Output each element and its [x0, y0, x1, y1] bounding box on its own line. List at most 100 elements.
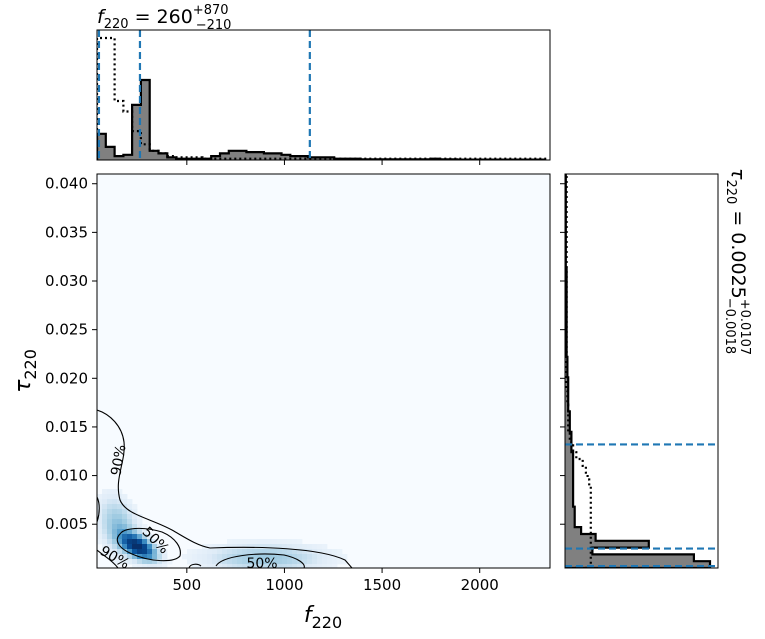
density-cell [317, 554, 323, 560]
contour-label: 90% [108, 443, 129, 476]
f220-marginal-frame [96, 29, 551, 161]
x-tick-label: 500 [172, 576, 201, 594]
density-cell [102, 529, 108, 535]
x-tick-label: 1000 [265, 576, 303, 594]
density-cell [132, 509, 138, 515]
f220-prior-histogram [97, 36, 547, 160]
density-cell [197, 554, 203, 560]
y-axis-label: τ220 [11, 349, 40, 393]
density-cell [242, 544, 248, 550]
density-cell [277, 539, 283, 545]
density-cell [302, 559, 308, 565]
density-cell [237, 549, 243, 555]
density-cell [212, 549, 218, 555]
density-cell [267, 549, 273, 555]
tau220-marginal-panel: τ220 = 0.0025+0.0107−0.0018 [560, 168, 752, 569]
f220-histogram-fill [97, 80, 546, 160]
density-cell [297, 544, 303, 550]
density-cell [112, 539, 118, 545]
density-cell [262, 564, 268, 568]
density-cell [327, 559, 333, 565]
density-cell [117, 534, 123, 540]
density-cell [237, 564, 243, 568]
density-cell [157, 559, 163, 565]
density-cell [142, 564, 148, 568]
density-cell [102, 544, 108, 550]
contour-90-left [97, 496, 100, 523]
x-tick-label: 2000 [461, 576, 499, 594]
density-cell [157, 549, 163, 555]
density-cell [117, 489, 123, 495]
density-cell [292, 564, 298, 568]
density-cell [272, 554, 278, 560]
density-cell [137, 519, 143, 525]
density-cell [162, 549, 168, 555]
density-cell [132, 549, 138, 555]
density-cell [132, 504, 138, 510]
density-cell [202, 559, 208, 565]
density-cell [257, 554, 263, 560]
density-cell [162, 554, 168, 560]
density-cell [112, 549, 118, 555]
density-cell [212, 554, 218, 560]
density-cell [132, 559, 138, 565]
density-cell [147, 559, 153, 565]
density-cell [97, 509, 103, 515]
density-cell [217, 549, 223, 555]
density-cell [147, 554, 153, 560]
density-cell [257, 564, 263, 568]
tau220-title: τ220 = 0.0025+0.0107−0.0018 [722, 168, 752, 355]
density-cell [157, 554, 163, 560]
density-cell [217, 554, 223, 560]
density-cell [137, 549, 143, 555]
density-cell [272, 564, 278, 568]
tau220-prior-histogram [565, 174, 592, 568]
density-cell [142, 539, 148, 545]
density-cell [117, 509, 123, 515]
density-cell [242, 564, 248, 568]
density-cell [262, 539, 268, 545]
contour-90-outer [97, 409, 353, 568]
density-cell [132, 554, 138, 560]
density-cell [237, 544, 243, 550]
density-cell [182, 554, 188, 560]
density-cell [97, 519, 103, 525]
density-cell [132, 544, 138, 550]
density-cell [252, 544, 258, 550]
density-cell [112, 519, 118, 525]
density-cell [157, 564, 163, 568]
density-cell [222, 564, 228, 568]
y-tick-label: 0.025 [45, 321, 88, 339]
density-cell [142, 524, 148, 530]
density-cell [107, 539, 113, 545]
density-cell [147, 534, 153, 540]
density-cell [117, 529, 123, 535]
density-cell [307, 544, 313, 550]
density-cell [102, 504, 108, 510]
density-cell [247, 559, 253, 565]
density-cell [317, 559, 323, 565]
density-cell [297, 554, 303, 560]
tau220-marginal-frame [564, 173, 719, 569]
density-cell [127, 559, 133, 565]
density-cell [112, 529, 118, 535]
density-cell [127, 509, 133, 515]
density-cell [282, 554, 288, 560]
density-cell [122, 524, 128, 530]
contour-50-core [116, 527, 181, 562]
density-cell [257, 549, 263, 555]
contour-90-lower [97, 549, 119, 568]
density-cell [132, 539, 138, 545]
density-cell [197, 564, 203, 568]
density-cell [152, 554, 158, 560]
density-cell [232, 559, 238, 565]
density-cell [312, 564, 318, 568]
density-cell [227, 559, 233, 565]
density-cell [152, 559, 158, 565]
density-cell [107, 494, 113, 500]
density-cell [112, 504, 118, 510]
density-cell [337, 559, 343, 565]
density-cell [122, 554, 128, 560]
density-cell [252, 554, 258, 560]
density-cell [222, 554, 228, 560]
